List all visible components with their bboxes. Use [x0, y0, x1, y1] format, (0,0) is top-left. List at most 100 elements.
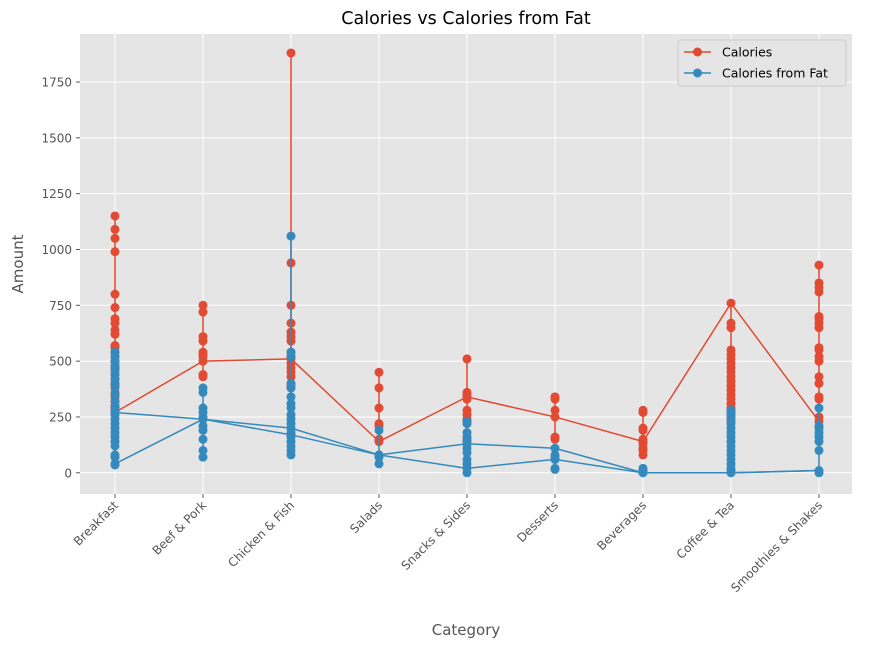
data-point	[198, 445, 208, 455]
data-point	[198, 307, 208, 317]
series-layer	[110, 48, 824, 478]
data-point	[814, 421, 824, 431]
series-1	[110, 231, 824, 478]
data-point	[462, 354, 472, 364]
legend-label-calories: Calories	[722, 45, 772, 60]
y-tick-labels: 0 250 500 750 1000 1250 1500 1750	[41, 76, 80, 480]
x-tick-label: Chicken & Fish	[225, 498, 297, 570]
data-point	[638, 434, 648, 444]
x-tick-label: Beverages	[594, 498, 649, 553]
data-point	[550, 450, 560, 460]
data-point	[110, 289, 120, 299]
data-point	[814, 260, 824, 270]
data-point	[550, 412, 560, 422]
data-point	[286, 410, 296, 420]
data-point	[286, 48, 296, 58]
data-point	[814, 403, 824, 413]
data-point	[550, 405, 560, 415]
data-point	[462, 443, 472, 453]
data-point	[110, 390, 120, 400]
data-point	[286, 231, 296, 241]
y-tick-label: 1250	[41, 187, 72, 201]
data-point	[110, 211, 120, 221]
data-point	[638, 463, 648, 473]
data-point	[462, 387, 472, 397]
data-point	[198, 300, 208, 310]
data-point	[814, 343, 824, 353]
data-point	[814, 352, 824, 362]
data-point	[726, 298, 736, 308]
legend-marker-calories-from-fat	[693, 68, 702, 78]
y-tick-label: 1750	[41, 76, 72, 90]
x-tick-label: Desserts	[514, 498, 561, 545]
data-point	[110, 459, 120, 469]
data-point	[286, 392, 296, 402]
data-point	[814, 392, 824, 402]
data-point	[374, 419, 384, 429]
data-point	[110, 233, 120, 243]
data-point	[198, 434, 208, 444]
data-point	[198, 403, 208, 413]
data-point	[286, 399, 296, 409]
y-axis-title: Amount	[9, 234, 27, 293]
y-tick-label: 1500	[41, 131, 72, 145]
data-point	[462, 416, 472, 426]
x-tick-label: Coffee & Tea	[674, 498, 737, 561]
data-point	[462, 468, 472, 478]
data-point	[726, 405, 736, 415]
legend-label-calories-from-fat: Calories from Fat	[722, 66, 828, 81]
data-point	[814, 378, 824, 388]
data-point	[814, 445, 824, 455]
data-point	[550, 432, 560, 442]
data-point	[814, 372, 824, 382]
y-tick-label: 0	[64, 466, 72, 480]
data-point	[374, 367, 384, 377]
data-point	[286, 378, 296, 388]
x-tick-label: Snacks & Sides	[398, 498, 473, 573]
x-axis-title: Category	[432, 621, 501, 639]
data-point	[198, 370, 208, 380]
data-point	[286, 428, 296, 438]
data-point	[462, 405, 472, 415]
data-point	[638, 405, 648, 415]
data-point	[726, 318, 736, 328]
x-tick-label: Breakfast	[71, 498, 122, 549]
data-point	[110, 303, 120, 313]
data-point	[198, 332, 208, 342]
data-point	[110, 347, 120, 357]
legend: Calories Calories from Fat	[677, 39, 847, 87]
data-point	[198, 383, 208, 393]
data-point	[550, 443, 560, 453]
data-point	[110, 341, 120, 351]
data-point	[110, 325, 120, 335]
x-tick-labels: Breakfast Beef & Pork Chicken & Fish Salads…	[71, 494, 825, 595]
data-point	[814, 278, 824, 288]
data-point	[638, 423, 648, 433]
data-point	[550, 392, 560, 402]
data-point	[814, 468, 824, 478]
data-point	[198, 421, 208, 431]
data-point	[374, 452, 384, 462]
data-point	[374, 459, 384, 469]
y-tick-label: 1000	[41, 243, 72, 257]
x-tick-label: Smoothies & Shakes	[728, 498, 825, 595]
y-tick-label: 500	[49, 355, 72, 369]
chart-title: Calories vs Calories from Fat	[341, 9, 591, 29]
data-point	[110, 314, 120, 324]
y-tick-label: 750	[49, 299, 72, 313]
data-point	[198, 452, 208, 462]
y-tick-label: 250	[49, 410, 72, 424]
legend-marker-calories	[693, 47, 702, 57]
data-point	[110, 224, 120, 234]
x-tick-label: Salads	[347, 498, 385, 536]
data-point	[110, 450, 120, 460]
data-point	[374, 383, 384, 393]
data-point	[286, 347, 296, 357]
data-point	[374, 403, 384, 413]
data-point	[110, 396, 120, 406]
data-point	[462, 428, 472, 438]
data-point	[814, 311, 824, 321]
legend-box	[677, 39, 847, 87]
data-point	[726, 345, 736, 355]
